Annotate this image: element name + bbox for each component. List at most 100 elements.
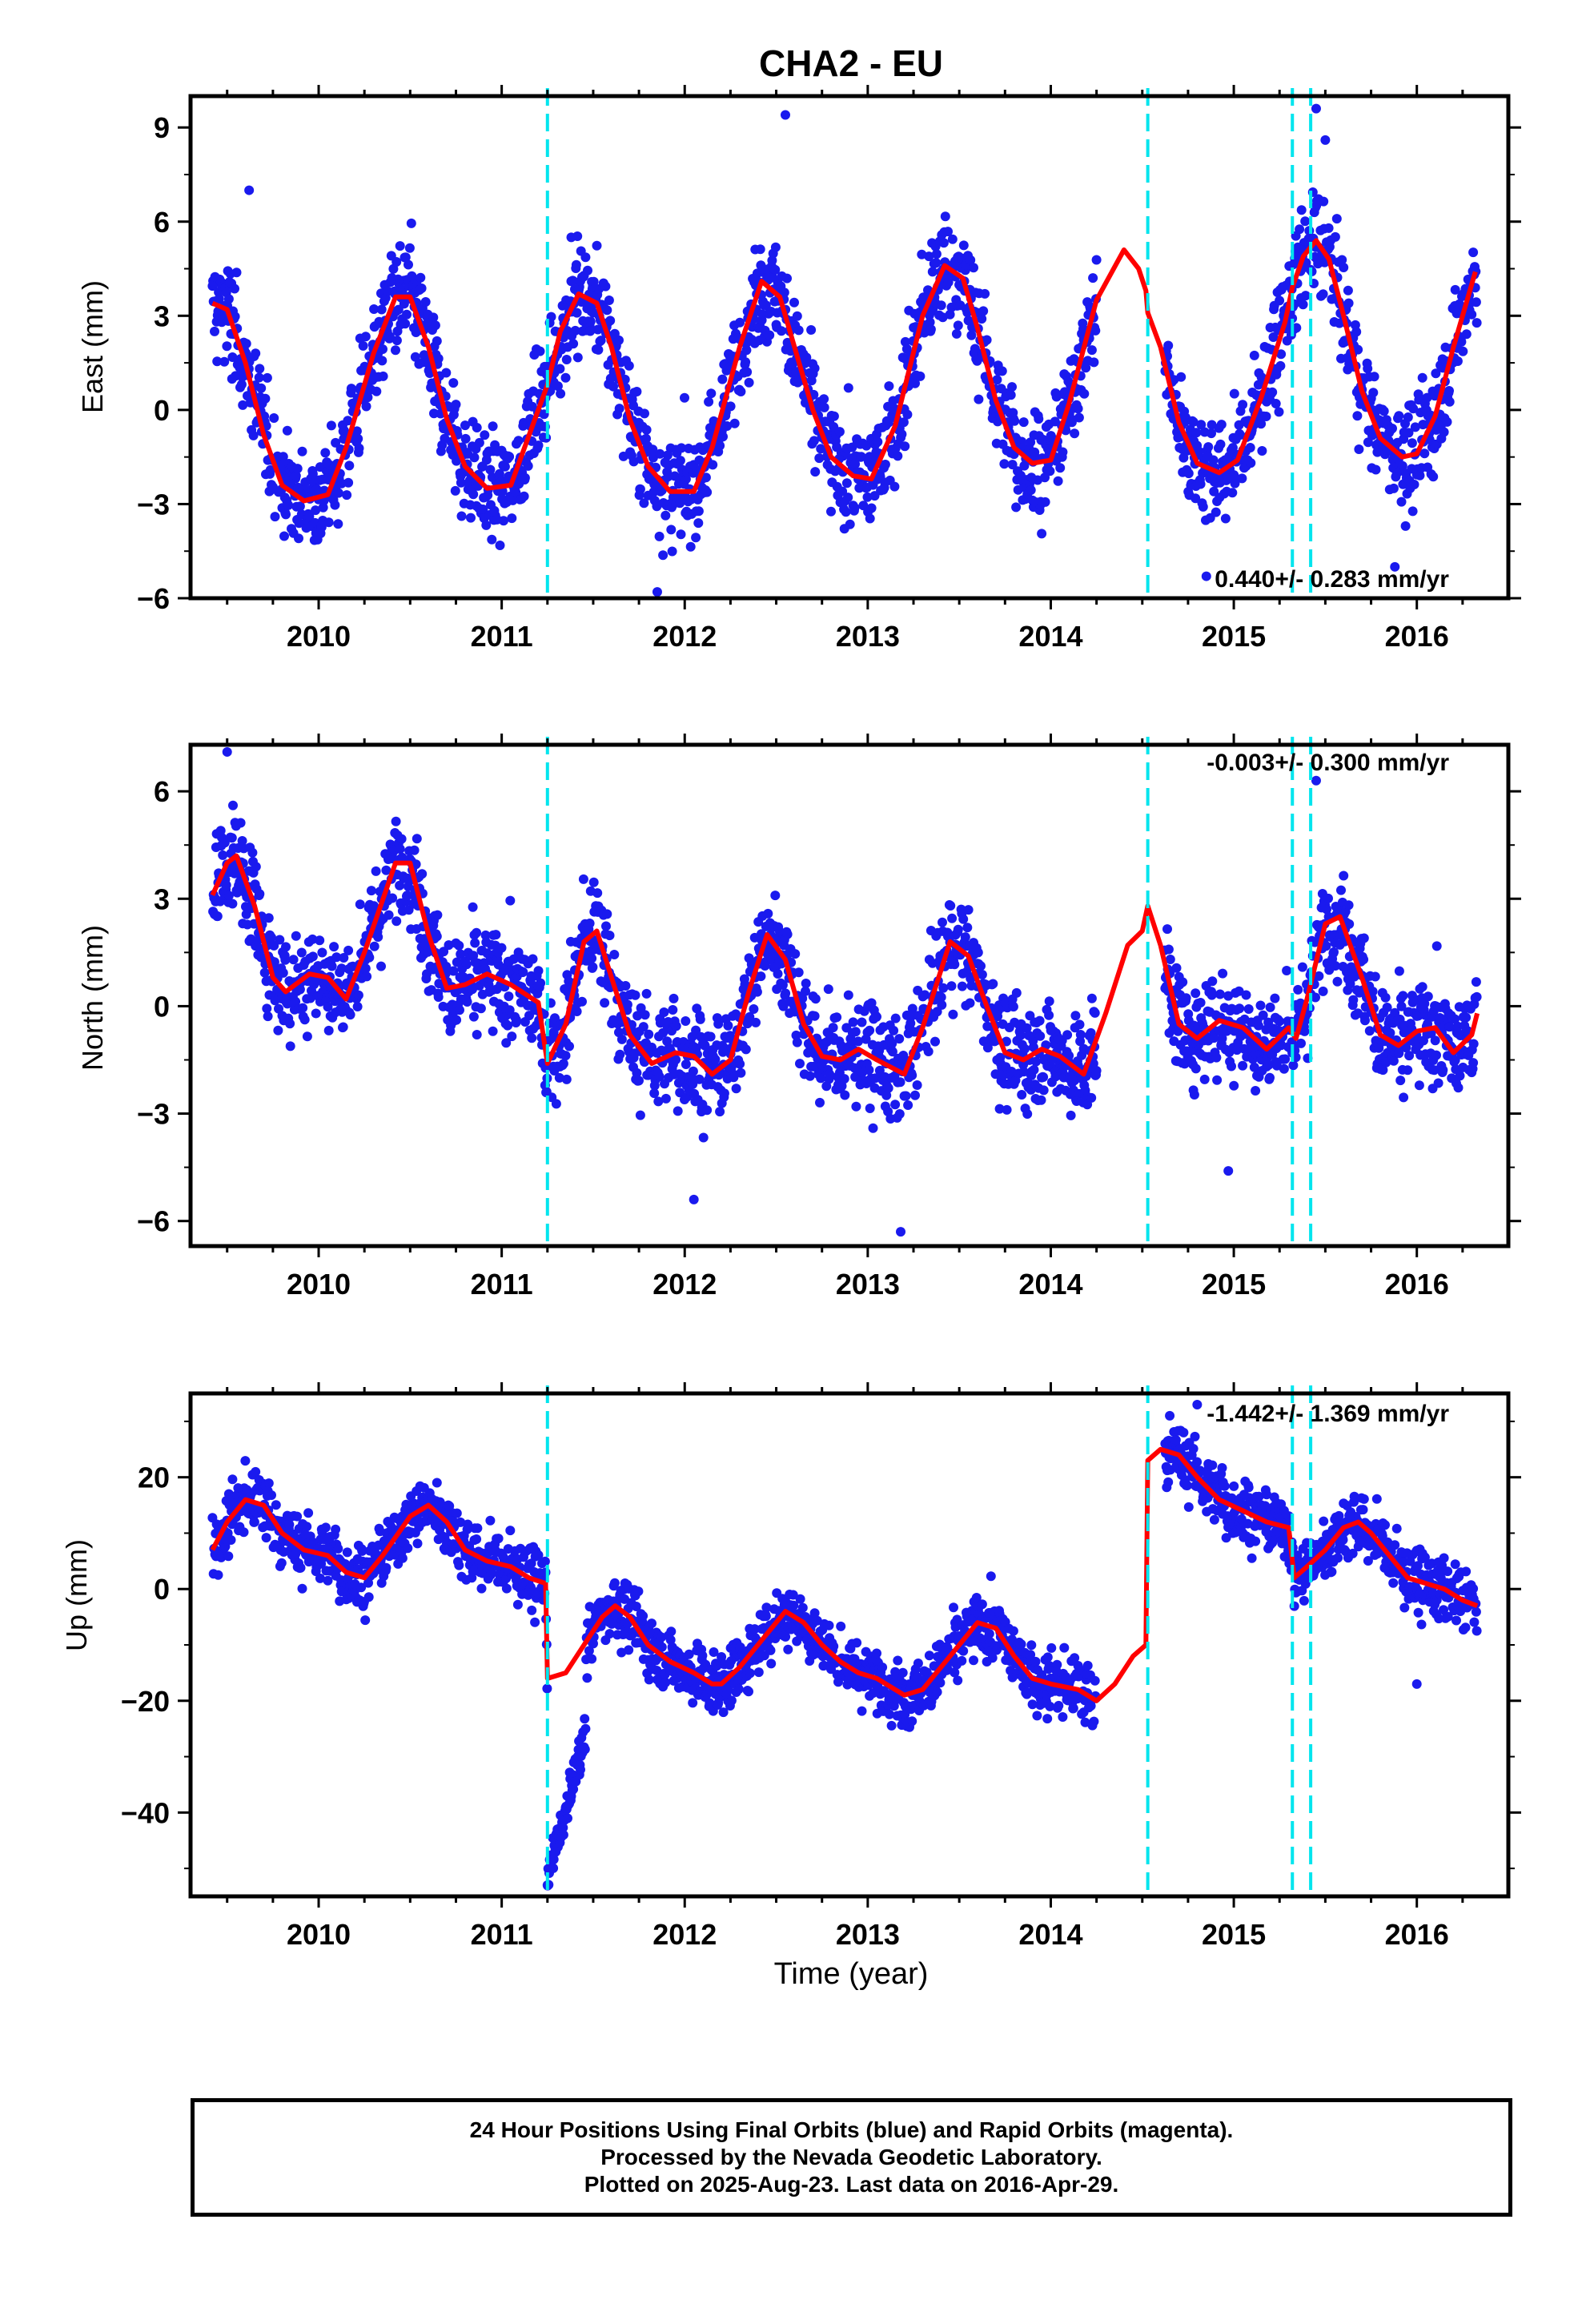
data-point bbox=[702, 1105, 713, 1116]
data-point bbox=[263, 1011, 273, 1022]
data-point bbox=[819, 394, 829, 404]
data-point bbox=[1267, 387, 1278, 397]
data-point bbox=[653, 1096, 664, 1107]
data-point bbox=[639, 498, 649, 509]
data-point bbox=[360, 332, 371, 342]
data-point bbox=[708, 460, 718, 470]
data-point bbox=[782, 929, 793, 939]
data-point bbox=[456, 511, 467, 521]
data-point bbox=[1011, 502, 1022, 513]
data-point bbox=[236, 380, 247, 390]
data-point bbox=[681, 1059, 691, 1069]
data-point bbox=[454, 940, 464, 951]
data-point bbox=[373, 932, 383, 942]
data-point bbox=[588, 276, 599, 287]
data-point bbox=[241, 339, 251, 349]
data-point bbox=[397, 852, 408, 862]
data-point bbox=[1390, 561, 1400, 572]
data-point bbox=[1296, 1038, 1306, 1048]
data-point bbox=[793, 325, 804, 336]
data-point bbox=[223, 891, 234, 901]
data-point bbox=[563, 1813, 572, 1823]
data-point bbox=[1275, 296, 1285, 306]
data-point bbox=[568, 275, 578, 286]
up-y-axis-label: Up (mm) bbox=[60, 1539, 93, 1651]
data-point bbox=[391, 816, 401, 826]
data-point bbox=[592, 888, 603, 899]
data-point bbox=[530, 1617, 540, 1627]
data-point bbox=[1471, 977, 1481, 987]
data-point bbox=[946, 901, 956, 911]
data-point bbox=[661, 1093, 671, 1104]
data-point bbox=[1265, 1072, 1275, 1083]
data-point bbox=[285, 1019, 295, 1029]
data-point bbox=[585, 326, 596, 336]
data-point bbox=[700, 1040, 710, 1051]
data-point bbox=[355, 899, 365, 910]
data-point bbox=[507, 1031, 517, 1042]
data-point bbox=[555, 364, 565, 374]
y-tick-label: −3 bbox=[137, 488, 170, 521]
data-point bbox=[862, 492, 873, 502]
data-point bbox=[259, 967, 270, 978]
data-point bbox=[622, 999, 632, 1010]
data-point bbox=[452, 1015, 462, 1025]
data-point bbox=[676, 529, 686, 540]
data-point bbox=[240, 1456, 251, 1466]
data-point bbox=[1029, 1064, 1039, 1075]
data-point bbox=[1223, 991, 1234, 1001]
data-point bbox=[1002, 1104, 1012, 1115]
data-point bbox=[1363, 364, 1373, 374]
data-point bbox=[342, 1547, 352, 1558]
data-point bbox=[403, 1543, 413, 1554]
data-point bbox=[363, 1592, 374, 1602]
data-point bbox=[1468, 247, 1479, 258]
data-point bbox=[777, 326, 786, 336]
data-point bbox=[353, 990, 363, 1000]
data-point bbox=[1343, 298, 1354, 308]
data-point bbox=[452, 1508, 462, 1518]
data-point bbox=[1467, 309, 1477, 320]
data-point bbox=[1343, 285, 1353, 296]
data-point bbox=[1215, 989, 1225, 999]
data-point bbox=[214, 294, 224, 304]
data-point bbox=[782, 273, 792, 283]
data-point bbox=[940, 211, 950, 222]
data-point bbox=[1203, 442, 1214, 452]
data-point bbox=[296, 947, 307, 958]
y-tick-label: 3 bbox=[154, 300, 170, 332]
data-point bbox=[756, 971, 766, 982]
data-point bbox=[255, 364, 265, 374]
data-point bbox=[706, 388, 717, 399]
data-point bbox=[912, 1080, 922, 1090]
data-point bbox=[837, 1081, 847, 1092]
data-point bbox=[460, 420, 470, 431]
data-point bbox=[311, 1008, 321, 1019]
data-point bbox=[1207, 428, 1216, 439]
data-point bbox=[1251, 1086, 1261, 1096]
data-point bbox=[1439, 427, 1449, 437]
data-point bbox=[353, 433, 363, 444]
data-point bbox=[329, 942, 339, 952]
data-point bbox=[1255, 1000, 1266, 1011]
data-point bbox=[605, 316, 616, 326]
data-point bbox=[352, 1002, 363, 1011]
data-point bbox=[402, 309, 412, 320]
data-point bbox=[1261, 412, 1271, 421]
data-point bbox=[1246, 458, 1256, 468]
data-point bbox=[323, 517, 334, 528]
data-point bbox=[291, 471, 301, 481]
data-point bbox=[495, 541, 505, 550]
data-point bbox=[644, 1029, 654, 1039]
data-point bbox=[801, 986, 810, 996]
data-point bbox=[763, 908, 773, 919]
data-point bbox=[261, 1533, 271, 1543]
data-point bbox=[444, 940, 454, 951]
data-point bbox=[409, 845, 420, 855]
data-point bbox=[1360, 1015, 1370, 1026]
data-point bbox=[866, 503, 877, 513]
data-point bbox=[751, 1017, 761, 1027]
data-point bbox=[315, 935, 325, 946]
data-point bbox=[632, 387, 642, 396]
data-point bbox=[992, 375, 1002, 385]
